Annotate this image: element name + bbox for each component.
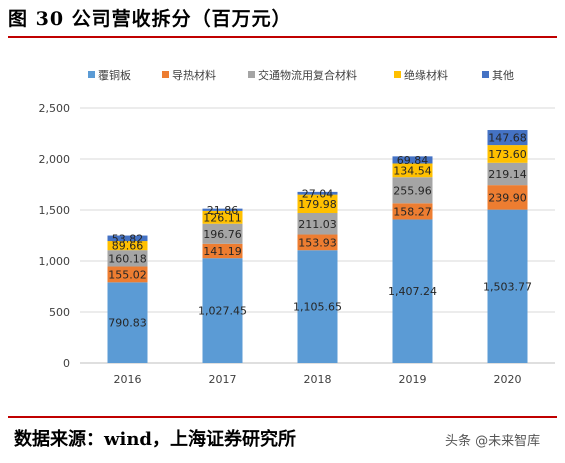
legend-label: 交通物流用复合材料 (258, 68, 357, 82)
x-tick-label: 2017 (209, 373, 237, 386)
bar-segment (202, 223, 243, 244)
data-label: 153.93 (298, 236, 337, 249)
bar-segment (107, 266, 148, 283)
data-label: 21.86 (207, 204, 239, 217)
title-rule (8, 36, 557, 38)
bar-segment (297, 250, 338, 363)
data-label: 155.02 (108, 268, 147, 281)
data-label: 255.96 (393, 184, 432, 197)
bar-segment (392, 219, 433, 363)
bar-segment (297, 212, 338, 235)
data-label: 141.19 (203, 245, 242, 258)
data-label: 1,503.77 (483, 280, 532, 293)
data-label: 196.76 (203, 228, 242, 241)
bar-segment (107, 250, 148, 267)
data-label: 1,027.45 (198, 305, 247, 318)
data-source: 数据来源：wind，上海证券研究所 (14, 429, 297, 450)
data-label: 89.66 (112, 240, 144, 253)
data-label: 134.54 (393, 164, 432, 177)
data-label: 158.27 (393, 205, 432, 218)
y-tick-label: 2,000 (39, 153, 71, 166)
data-label: 160.18 (108, 252, 147, 265)
bar-segment (297, 191, 338, 195)
data-label: 1,407.24 (388, 285, 437, 298)
x-tick-label: 2018 (304, 373, 332, 386)
bar-segment (487, 185, 528, 210)
bar-segment (297, 194, 338, 213)
data-label: 173.60 (488, 148, 527, 161)
legend-swatch (248, 71, 255, 78)
x-tick-label: 2020 (494, 373, 522, 386)
data-label: 126.11 (203, 211, 242, 224)
y-tick-label: 2,500 (39, 102, 71, 115)
bar-segment (202, 243, 243, 259)
data-label: 1,105.65 (293, 301, 342, 314)
bar-segment (487, 130, 528, 146)
legend-swatch (482, 71, 489, 78)
y-tick-label: 1,000 (39, 255, 71, 268)
bar-segment (487, 209, 528, 363)
bar-segment (392, 163, 433, 178)
figure-title: 图 30 公司营收拆分（百万元） (8, 8, 292, 30)
bar-segment (297, 234, 338, 251)
bar-segment (202, 208, 243, 211)
data-label: 69.84 (397, 154, 429, 167)
data-label: 27.04 (302, 187, 334, 200)
bar-segment (392, 177, 433, 204)
y-tick-label: 0 (63, 357, 70, 370)
bar-segment (107, 241, 148, 251)
revenue-stacked-bar-chart: 0 500 1,000 1,500 2,000 2,500 覆铜板 导热材料 交通物流用复合材料… (39, 68, 555, 386)
bar-segment (392, 156, 433, 164)
bar-segment (202, 258, 243, 363)
bar-segment (107, 282, 148, 363)
bar-segment (202, 210, 243, 224)
legend-swatch (394, 71, 401, 78)
data-label: 211.03 (298, 218, 337, 231)
bar-segment (487, 162, 528, 186)
legend-swatch (162, 71, 169, 78)
data-label: 239.90 (488, 191, 527, 204)
bar-segment (487, 145, 528, 163)
data-label: 219.14 (488, 168, 527, 181)
y-tick-label: 1,500 (39, 204, 71, 217)
x-tick-label: 2016 (114, 373, 142, 386)
y-tick-label: 500 (49, 306, 70, 319)
bar-segment (392, 203, 433, 220)
data-label: 790.83 (108, 317, 147, 330)
data-label: 147.68 (488, 132, 527, 145)
watermark: 头条 @未来智库 (445, 434, 541, 449)
x-tick-label: 2019 (399, 373, 427, 386)
legend-label: 导热材料 (172, 68, 216, 82)
legend-label: 绝缘材料 (404, 68, 448, 82)
source-rule (8, 416, 557, 418)
bar-segment (107, 235, 148, 242)
legend-label: 其他 (492, 69, 514, 82)
legend-swatch (88, 71, 95, 78)
data-label: 179.98 (298, 198, 337, 211)
data-label: 53.82 (112, 232, 144, 245)
legend-label: 覆铜板 (98, 68, 131, 82)
